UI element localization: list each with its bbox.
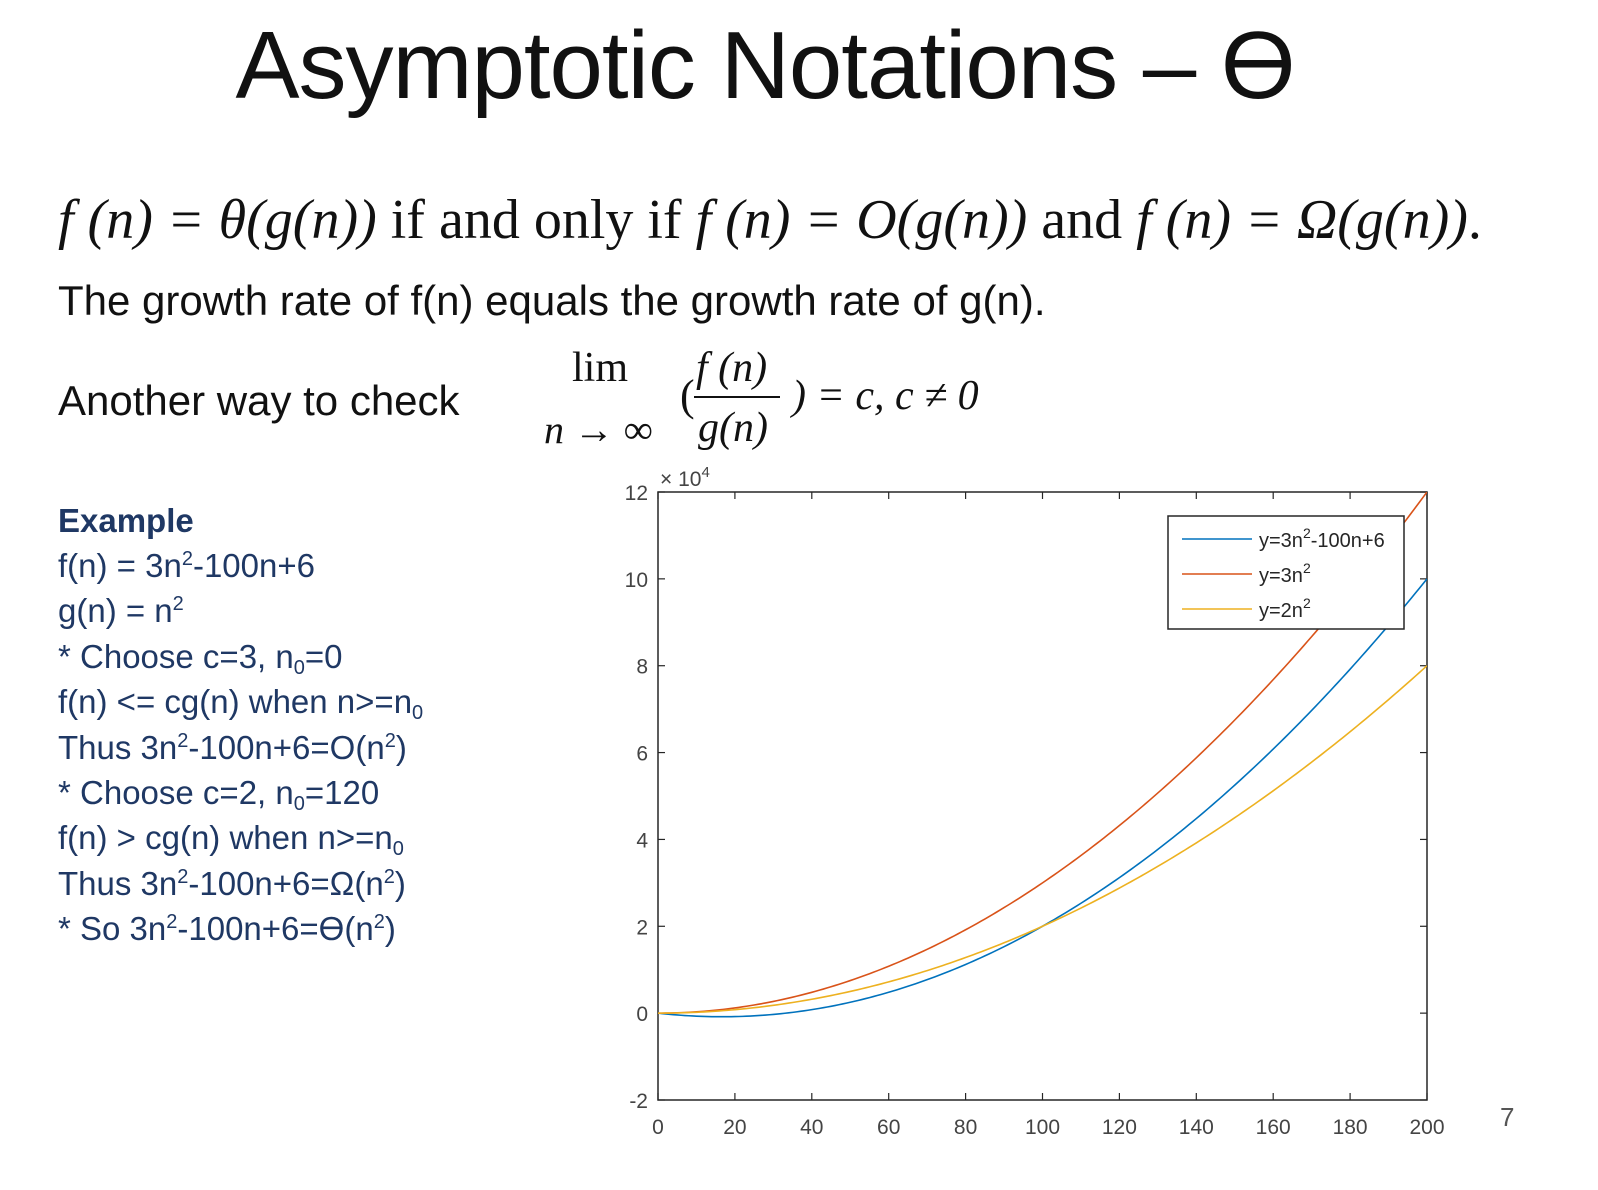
example-line: f(n) <= cg(n) when n>=n0 [58, 683, 424, 725]
example-line: g(n) = n2 [58, 592, 184, 630]
y-multiplier-label: × 104 [660, 464, 710, 491]
limit-result: ) = c, c ≠ 0 [792, 373, 979, 419]
example-heading: Example [58, 502, 194, 539]
example-lines: f(n) = 3n2-100n+6 g(n) = n2 * Choose c=3, … [58, 543, 538, 952]
limit-formula: lim n → ∞ ( f (n) g(n) ) = c, c ≠ 0 [544, 340, 979, 460]
big-o-expression: f (n) = O(g(n)) [695, 189, 1028, 251]
series-lines [658, 492, 1427, 1018]
y-tick-label: 10 [625, 569, 648, 592]
series-line [658, 578, 1427, 1018]
x-tick-label: 0 [652, 1116, 664, 1139]
slide-title: Asymptotic Notations – ϴ [235, 12, 1295, 119]
x-tick-label: 200 [1409, 1116, 1444, 1139]
y-tick-label: 4 [636, 829, 648, 852]
example-line: f(n) > cg(n) when n>=n0 [58, 819, 404, 861]
x-tick-label: 100 [1025, 1116, 1060, 1139]
example-line: * Choose c=3, n0=0 [58, 637, 343, 679]
open-paren: ( [680, 371, 695, 420]
y-tick-label: 6 [636, 743, 648, 766]
growth-rate-statement: The growth rate of f(n) equals the growt… [58, 277, 1046, 324]
example-line: * So 3n2-100n+6=ϴ(n2) [58, 910, 396, 948]
legend-label: y=3n2-100n+6 [1259, 525, 1385, 552]
fraction-numerator: f (n) [696, 345, 768, 391]
example-line: Thus 3n2-100n+6=Ω(n2) [58, 864, 406, 902]
legend-box [1167, 515, 1405, 630]
y-tick-label: 0 [636, 1003, 648, 1026]
x-tick-label: 180 [1333, 1116, 1368, 1139]
x-tick-label: 140 [1179, 1116, 1214, 1139]
fraction-denominator: g(n) [698, 405, 768, 451]
x-tick-label: 20 [723, 1116, 746, 1139]
period: . [1467, 189, 1482, 251]
another-way-label: Another way to check [58, 377, 460, 424]
example-line: Thus 3n2-100n+6=O(n2) [58, 728, 407, 766]
legend-label: y=2n2 [1259, 595, 1311, 622]
x-tick-label: 60 [877, 1116, 900, 1139]
example-line: f(n) = 3n2-100n+6 [58, 547, 315, 584]
y-tick-label: -2 [629, 1090, 648, 1113]
lim-subscript: n → ∞ [544, 407, 653, 452]
y-tick-label: 2 [636, 916, 648, 939]
example-block: Example f(n) = 3n2-100n+6 g(n) = n2 * Choo… [58, 498, 538, 952]
x-tick-label: 40 [800, 1116, 823, 1139]
y-tick-label: 12 [625, 482, 648, 505]
example-line: * Choose c=2, n0=120 [58, 773, 380, 815]
series-line [658, 492, 1427, 1014]
and-text: and [1027, 189, 1137, 251]
series-line [658, 665, 1427, 1014]
theta-expression: f (n) = θ(g(n)) [58, 189, 377, 251]
x-tick-label: 80 [954, 1116, 977, 1139]
x-tick-label: 160 [1256, 1116, 1291, 1139]
x-tick-label: 120 [1102, 1116, 1137, 1139]
page-number: 7 [1500, 1102, 1515, 1132]
chart-legend: y=3n2-100n+6 y=3n2 y=2n2 [1167, 515, 1405, 630]
fraction-bar [694, 396, 780, 398]
y-tick-label: 8 [636, 656, 648, 679]
theta-definition: f (n) = θ(g(n)) if and only if f (n) = O… [58, 184, 1578, 256]
iff-text: if and only if [376, 189, 696, 251]
lim-operator: lim [572, 345, 629, 391]
omega-expression: f (n) = Ω(g(n)) [1136, 189, 1468, 251]
legend-label: y=3n2 [1259, 560, 1311, 587]
